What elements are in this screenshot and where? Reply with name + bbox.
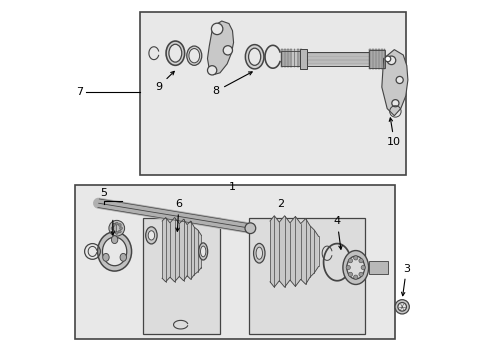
Bar <box>378 49 380 69</box>
Circle shape <box>387 56 396 64</box>
Bar <box>281 49 283 67</box>
Ellipse shape <box>187 46 202 65</box>
Ellipse shape <box>120 253 126 261</box>
Text: 6: 6 <box>175 199 182 231</box>
Circle shape <box>361 265 366 270</box>
Bar <box>300 49 302 67</box>
Circle shape <box>115 231 118 234</box>
Ellipse shape <box>111 236 118 244</box>
Ellipse shape <box>347 256 365 279</box>
Text: 9: 9 <box>155 71 174 92</box>
Circle shape <box>392 100 399 107</box>
Bar <box>248 217 365 334</box>
Bar <box>143 217 220 334</box>
Ellipse shape <box>256 247 263 259</box>
Circle shape <box>348 272 353 276</box>
Circle shape <box>354 256 358 260</box>
Text: 3: 3 <box>401 264 410 296</box>
Ellipse shape <box>245 45 264 69</box>
Ellipse shape <box>169 44 182 62</box>
Text: 2: 2 <box>277 199 284 209</box>
Ellipse shape <box>248 48 261 65</box>
Bar <box>291 49 292 67</box>
Bar <box>113 223 117 232</box>
Text: 5: 5 <box>100 188 107 198</box>
Ellipse shape <box>102 237 127 266</box>
Bar <box>381 49 383 69</box>
Circle shape <box>396 76 403 84</box>
Bar <box>369 49 371 69</box>
Bar <box>284 49 286 67</box>
Circle shape <box>359 272 363 276</box>
Bar <box>281 51 300 66</box>
Circle shape <box>398 302 407 311</box>
Text: 10: 10 <box>387 118 401 147</box>
Ellipse shape <box>200 246 206 257</box>
Circle shape <box>348 258 353 263</box>
Ellipse shape <box>199 243 208 260</box>
Circle shape <box>346 265 350 270</box>
Circle shape <box>354 275 358 279</box>
Circle shape <box>223 46 232 55</box>
Circle shape <box>112 224 115 226</box>
Bar <box>297 49 298 67</box>
Text: 8: 8 <box>212 72 252 96</box>
Bar <box>368 261 388 274</box>
Circle shape <box>120 227 122 230</box>
Ellipse shape <box>343 251 368 284</box>
Polygon shape <box>207 21 234 75</box>
Ellipse shape <box>148 231 155 240</box>
Circle shape <box>119 224 121 226</box>
Text: 4: 4 <box>334 216 342 249</box>
Ellipse shape <box>98 232 132 271</box>
Bar <box>294 49 295 67</box>
Bar <box>375 49 377 69</box>
Circle shape <box>385 56 391 62</box>
Circle shape <box>245 223 256 234</box>
Polygon shape <box>382 50 408 116</box>
Circle shape <box>111 227 114 230</box>
Circle shape <box>395 300 409 314</box>
Circle shape <box>119 230 121 233</box>
Bar <box>372 49 374 69</box>
Bar <box>75 185 395 339</box>
Ellipse shape <box>253 243 265 263</box>
Ellipse shape <box>103 253 109 261</box>
Bar <box>300 49 307 69</box>
Text: 7: 7 <box>76 87 83 98</box>
Circle shape <box>207 66 217 75</box>
Bar <box>140 12 406 175</box>
Circle shape <box>211 23 223 35</box>
Ellipse shape <box>189 49 199 63</box>
Bar <box>384 49 386 69</box>
Ellipse shape <box>146 227 157 244</box>
Circle shape <box>109 220 124 236</box>
Text: 1: 1 <box>229 182 236 192</box>
Circle shape <box>112 230 115 233</box>
Circle shape <box>115 222 118 225</box>
Bar <box>287 49 289 67</box>
Bar <box>307 52 369 66</box>
Circle shape <box>359 258 363 263</box>
Ellipse shape <box>166 41 185 65</box>
Bar <box>369 50 385 68</box>
